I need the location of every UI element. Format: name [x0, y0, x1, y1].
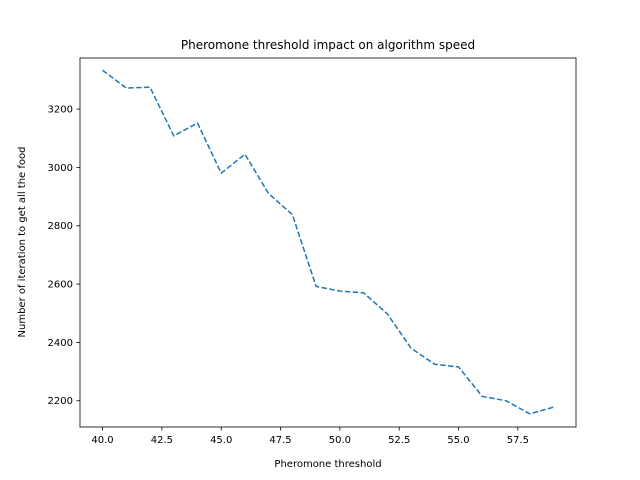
- y-tick-label: 3200: [48, 105, 73, 116]
- y-tick-label: 2600: [48, 280, 73, 291]
- x-tick-label: 40.0: [91, 435, 113, 446]
- x-tick-label: 55.0: [447, 435, 469, 446]
- x-tick-label: 52.5: [388, 435, 410, 446]
- axes-frame: [79, 57, 577, 428]
- x-tick-label: 57.5: [507, 435, 529, 446]
- y-tick-label: 2800: [48, 221, 73, 232]
- x-tick-label: 45.0: [210, 435, 232, 446]
- series-line-0: [102, 69, 554, 415]
- y-tick-label: 2400: [48, 338, 73, 349]
- y-tick-label: 2200: [48, 396, 73, 407]
- y-axis-title: Number of iteration to get all the food: [17, 147, 28, 338]
- y-tick-label: 3000: [48, 163, 73, 174]
- x-tick-label: 42.5: [151, 435, 173, 446]
- chart-title: Pheromone threshold impact on algorithm …: [181, 38, 475, 52]
- x-tick-label: 50.0: [329, 435, 351, 446]
- x-tick-label: 47.5: [269, 435, 291, 446]
- plot-area: 40.0 42.5 45.0 47.5 50.0 52.5 55.0 57.5 2200 2400…: [48, 57, 577, 446]
- x-axis-title: Pheromone threshold: [274, 459, 381, 470]
